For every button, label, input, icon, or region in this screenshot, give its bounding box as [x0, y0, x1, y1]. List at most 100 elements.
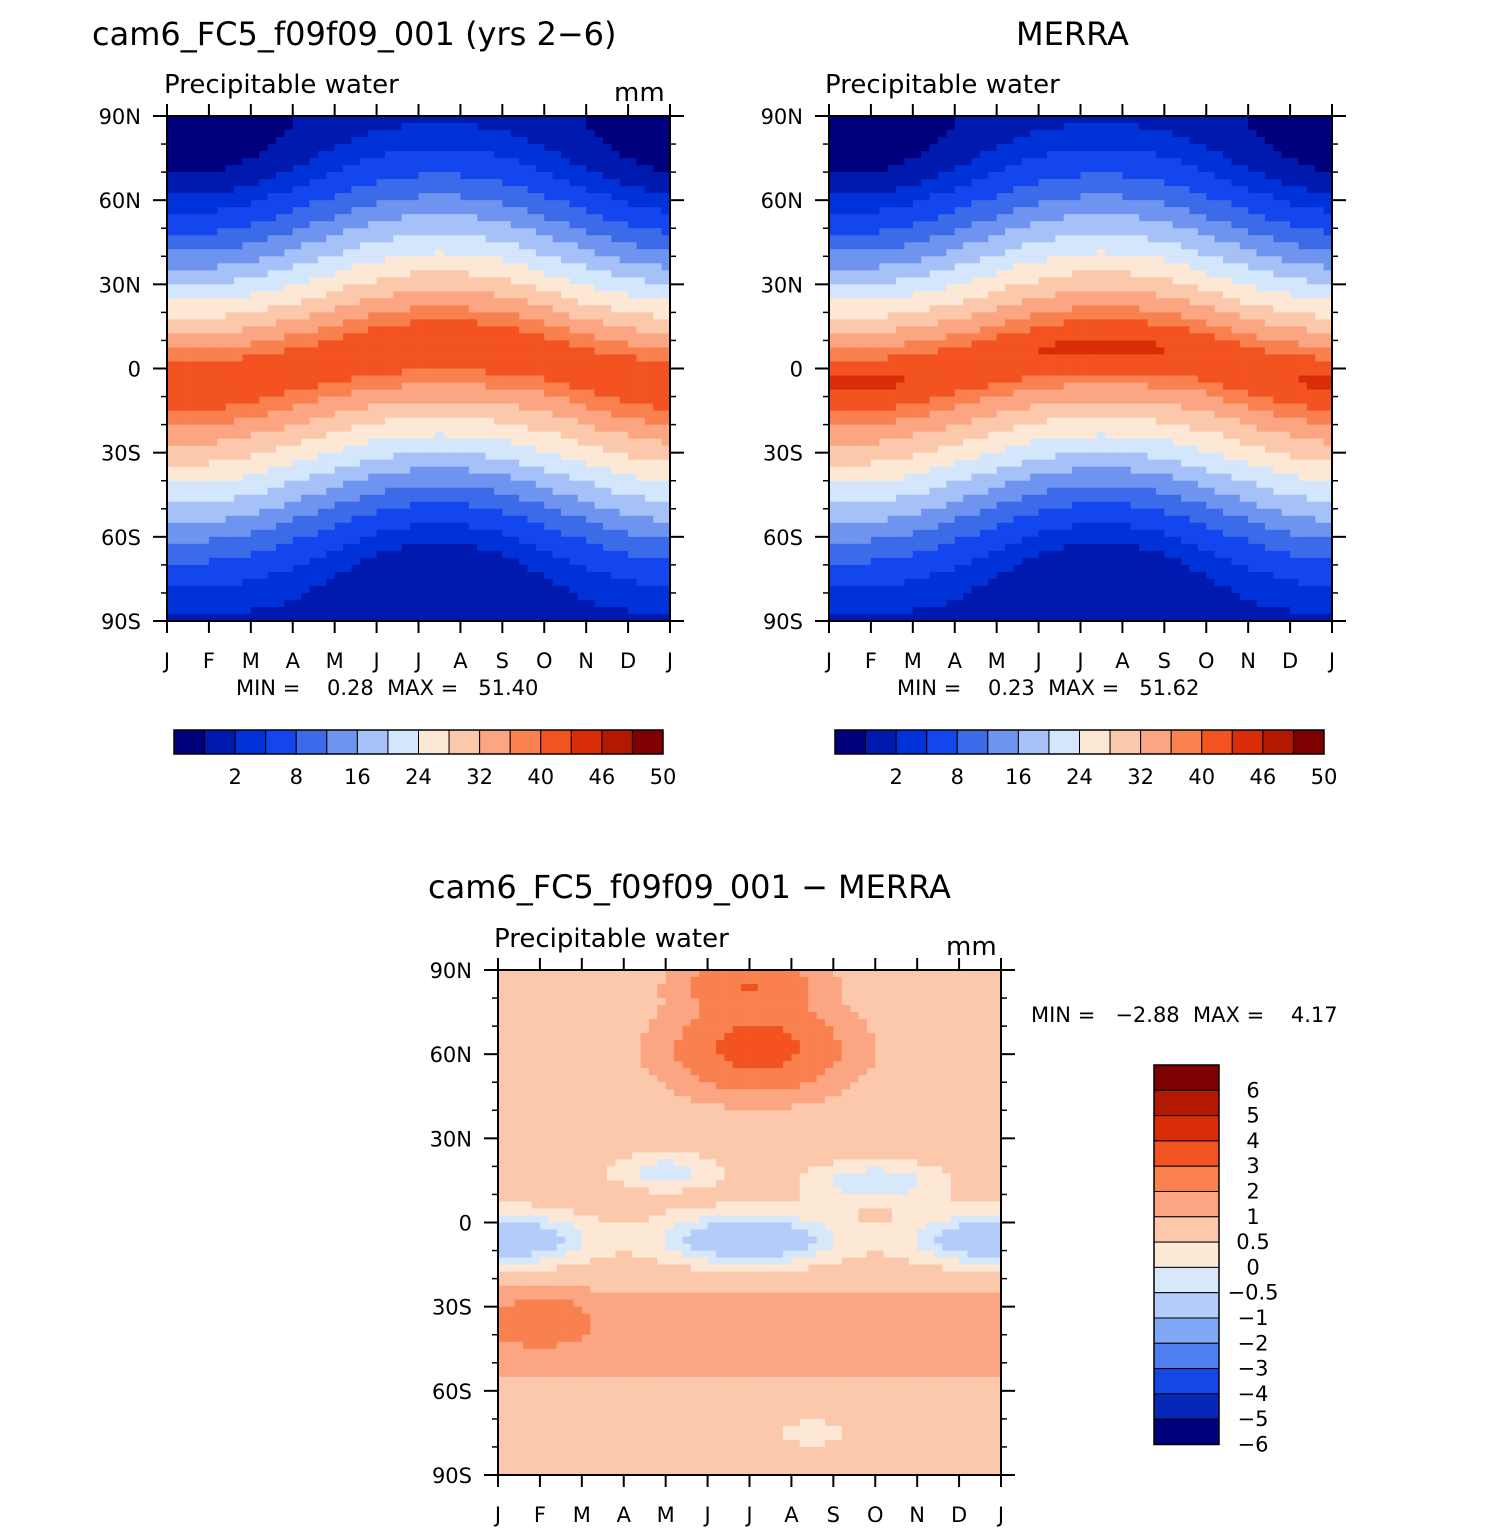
heatmap-cell	[468, 536, 478, 545]
heatmap-cell	[460, 543, 470, 552]
heatmap-cell	[879, 151, 889, 159]
heatmap-cell	[183, 256, 193, 264]
heatmap-cell	[217, 515, 227, 524]
heatmap-cell	[192, 375, 202, 384]
heatmap-cell	[879, 144, 889, 152]
heatmap-cell	[435, 564, 445, 573]
heatmap-cell	[326, 459, 336, 468]
heatmap-cell	[309, 550, 319, 559]
heatmap-cell	[544, 200, 554, 208]
heatmap-cell	[1206, 144, 1216, 152]
heatmap-cell	[217, 319, 227, 328]
heatmap-cell	[527, 116, 537, 124]
heatmap-cell	[460, 417, 470, 426]
heatmap-cell	[988, 137, 998, 145]
heatmap-cell	[326, 235, 336, 243]
heatmap-cell	[200, 515, 210, 524]
heatmap-cell	[384, 326, 394, 335]
heatmap-cell	[569, 529, 579, 538]
heatmap-cell	[577, 403, 587, 412]
heatmap-cell	[544, 193, 554, 201]
heatmap-cell	[468, 529, 478, 538]
heatmap-cell	[577, 508, 587, 517]
heatmap-cell	[208, 221, 218, 229]
heatmap-cell	[250, 403, 260, 412]
heatmap-cell	[418, 214, 428, 222]
heatmap-cell	[1080, 158, 1090, 166]
heatmap-cell	[1290, 151, 1300, 159]
heatmap-cell	[1038, 144, 1048, 152]
heatmap-cell	[460, 508, 470, 517]
heatmap-cell	[971, 137, 981, 145]
heatmap-cell	[460, 515, 470, 524]
heatmap-cell	[502, 410, 512, 419]
heatmap-cell	[452, 361, 462, 370]
heatmap-cell	[1164, 137, 1174, 145]
heatmap-cell	[535, 431, 545, 440]
heatmap-cell	[485, 116, 495, 124]
heatmap-cell	[602, 165, 612, 173]
heatmap-cell	[519, 235, 529, 243]
heatmap-cell	[384, 193, 394, 201]
heatmap-cell	[183, 501, 193, 510]
heatmap-cell	[594, 228, 604, 236]
heatmap-cell	[343, 389, 353, 398]
heatmap-cell	[359, 193, 369, 201]
heatmap-cell	[284, 319, 294, 328]
heatmap-cell	[443, 340, 453, 349]
heatmap-cell	[904, 158, 914, 166]
heatmap-cell	[384, 354, 394, 363]
heatmap-cell	[1038, 165, 1048, 173]
heatmap-cell	[912, 144, 922, 152]
heatmap-cell	[619, 543, 629, 552]
heatmap-cell	[384, 207, 394, 215]
heatmap-cell	[234, 130, 244, 138]
heatmap-cell	[519, 599, 529, 608]
heatmap-cell	[493, 438, 503, 447]
heatmap-cell	[343, 473, 353, 482]
heatmap-cell	[192, 333, 202, 342]
heatmap-cell	[552, 557, 562, 566]
heatmap-cell	[493, 312, 503, 320]
heatmap-cell	[946, 144, 956, 152]
heatmap-cell	[275, 417, 285, 426]
heatmap-cell	[326, 291, 336, 299]
heatmap-cell	[502, 263, 512, 271]
heatmap-cell	[510, 410, 520, 419]
heatmap-cell	[619, 354, 629, 363]
heatmap-cell	[527, 242, 537, 250]
heatmap-cell	[309, 151, 319, 159]
heatmap-cell	[301, 172, 311, 180]
heatmap-cell	[653, 515, 663, 524]
heatmap-cell	[544, 284, 554, 292]
heatmap-cell	[334, 564, 344, 573]
heatmap-cell	[1214, 151, 1224, 159]
heatmap-cell	[544, 473, 554, 482]
heatmap-cell	[879, 165, 889, 173]
heatmap-cell	[393, 319, 403, 328]
heatmap-cell	[242, 515, 252, 524]
heatmap-cell	[636, 585, 646, 594]
heatmap-cell	[326, 536, 336, 545]
heatmap-cell	[644, 284, 654, 292]
heatmap-cell	[636, 186, 646, 194]
heatmap-cell	[552, 529, 562, 538]
heatmap-cell	[225, 144, 235, 152]
heatmap-cell	[275, 165, 285, 173]
heatmap-cell	[368, 606, 378, 615]
heatmap-cell	[351, 221, 361, 229]
heatmap-cell	[317, 263, 327, 271]
heatmap-cell	[485, 466, 495, 475]
heatmap-cell	[376, 333, 386, 342]
heatmap-cell	[561, 389, 570, 398]
heatmap-cell	[376, 130, 386, 138]
heatmap-cell	[343, 424, 353, 433]
heatmap-cell	[234, 592, 244, 601]
heatmap-cell	[343, 515, 353, 524]
heatmap-cell	[477, 529, 487, 538]
heatmap-cell	[351, 578, 361, 587]
heatmap-cell	[317, 592, 327, 601]
heatmap-cell	[577, 270, 587, 278]
heatmap-cell	[234, 522, 244, 531]
heatmap-cell	[284, 445, 294, 454]
